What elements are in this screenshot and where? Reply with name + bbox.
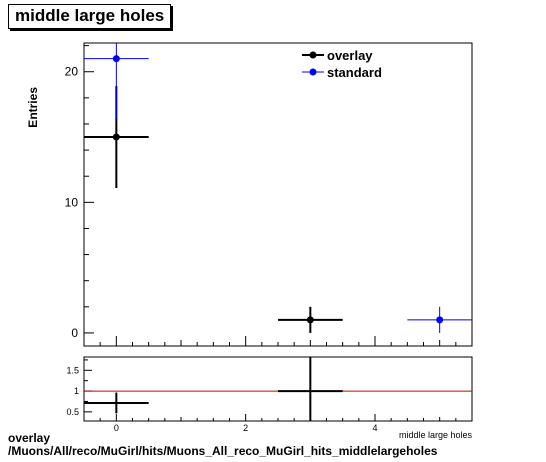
main-plot: 0 10 20 Entries overlay standard xyxy=(26,42,473,347)
series-standard xyxy=(84,43,472,333)
x-axis-label: middle large holes xyxy=(399,430,473,440)
ratio-y-tick-label: 1.5 xyxy=(66,365,79,375)
series-overlay xyxy=(84,86,343,333)
footer-line-2: /Muons/All/reco/MuGirl/hits/Muons_All_re… xyxy=(8,444,438,458)
data-point xyxy=(112,133,120,141)
legend-entry-standard: standard xyxy=(327,65,382,80)
x-tick-label: 4 xyxy=(372,423,377,433)
y-axis-label: Entries xyxy=(26,87,40,128)
footer: overlay /Muons/All/reco/MuGirl/hits/Muon… xyxy=(8,432,437,458)
y-tick-label: 10 xyxy=(65,195,79,209)
ratio-y-tick-label: 0.5 xyxy=(66,407,79,417)
chart-title: middle large holes xyxy=(8,4,172,29)
legend-entry-overlay: overlay xyxy=(327,48,373,63)
y-tick-label: 20 xyxy=(65,65,79,79)
y-tick-label: 0 xyxy=(71,326,78,340)
data-point xyxy=(112,55,120,63)
ratio-plot-frame xyxy=(83,356,473,422)
ratio-plot: 0.5 1 1.5 0 2 4 middle large holes xyxy=(66,356,473,440)
x-tick-label: 0 xyxy=(114,423,119,433)
data-point xyxy=(436,316,444,324)
x-tick-label: 2 xyxy=(243,423,248,433)
footer-line-1: overlay xyxy=(8,431,51,445)
legend: overlay standard xyxy=(302,48,382,80)
main-plot-frame xyxy=(83,42,473,347)
ratio-y-tick-label: 1 xyxy=(74,386,79,396)
legend-marker xyxy=(309,51,317,59)
legend-marker xyxy=(309,68,317,76)
data-point xyxy=(306,316,314,324)
